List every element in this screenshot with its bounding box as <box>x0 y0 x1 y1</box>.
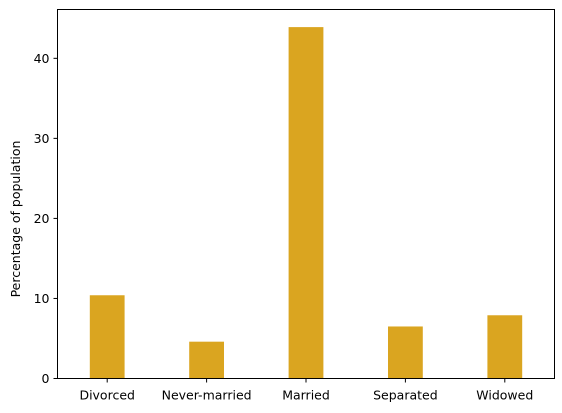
y-tick-label: 20 <box>34 211 50 226</box>
x-tick-label: Widowed <box>476 388 533 403</box>
x-axis: Divorced Never-married Married Separated Wid… <box>79 378 533 403</box>
plot-frame <box>57 9 555 379</box>
bar-divorced <box>89 295 125 379</box>
bar-married <box>288 27 324 379</box>
y-tick-label: 10 <box>34 291 50 306</box>
x-tick-label: Never-married <box>162 388 252 403</box>
y-axis-label: Percentage of population <box>8 141 23 298</box>
x-tick-label: Married <box>282 388 330 403</box>
bar-separated <box>388 326 423 379</box>
bar-never-married <box>189 341 224 379</box>
y-tick-label: 40 <box>34 51 50 66</box>
y-axis: 0 10 20 30 40 <box>34 51 58 386</box>
x-tick-label: Divorced <box>79 388 135 403</box>
x-tick-label: Separated <box>373 388 438 403</box>
y-tick-label: 0 <box>42 371 50 386</box>
bars <box>89 27 523 379</box>
y-tick-label: 30 <box>34 131 50 146</box>
bar-widowed <box>487 315 523 379</box>
